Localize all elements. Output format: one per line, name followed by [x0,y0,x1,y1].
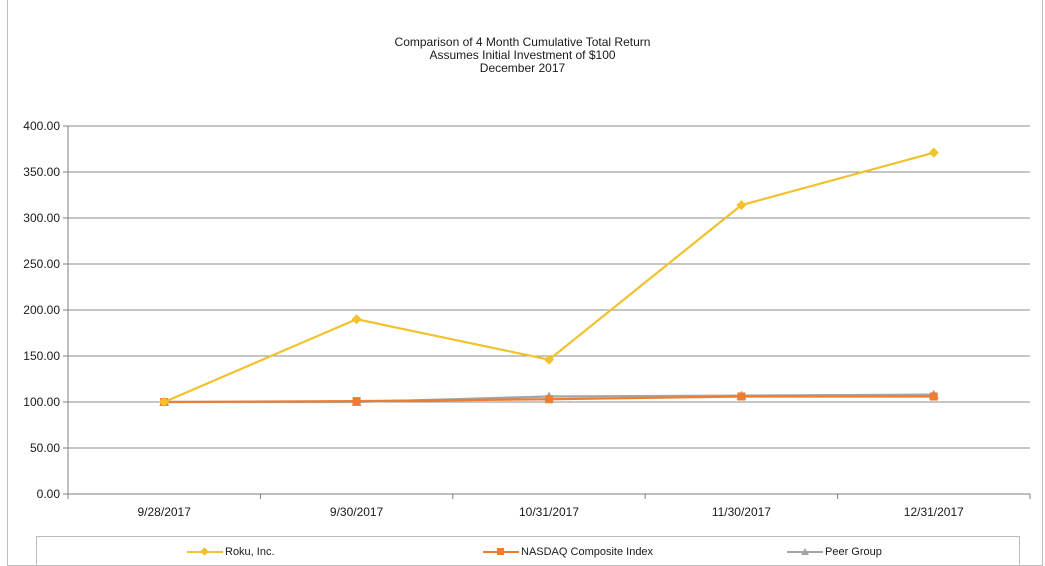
x-tick-label: 12/31/2017 [904,505,964,519]
y-tick-label: 150.00 [23,349,60,363]
data-point [736,200,747,211]
y-tick-label: 100.00 [23,395,60,409]
chart-titles: Comparison of 4 Month Cumulative Total R… [0,36,1045,75]
x-tick-label: 11/30/2017 [712,505,771,519]
legend-item-roku: Roku, Inc. [187,546,275,558]
legend-label-roku: Roku, Inc. [225,546,275,558]
x-axis-ticks: 9/28/2017 9/30/2017 10/31/2017 11/30/2017 12… [67,494,1031,519]
data-point [737,392,746,401]
x-tick-label: 9/30/2017 [330,505,384,519]
data-point [929,392,938,401]
gridlines [67,125,1030,495]
data-point [352,397,361,406]
y-tick-label: 350.00 [23,165,60,179]
y-tick-label: 250.00 [23,257,60,271]
legend-swatch-roku [187,547,223,557]
x-tick-label: 10/31/2017 [519,505,579,519]
data-point [351,314,362,325]
y-tick-label: 50.00 [30,441,60,455]
y-tick-label: 400.00 [23,119,60,133]
y-axis-ticks: 0.00 50.00 100.00 150.00 200.00 250.00 300.00 3… [23,119,68,501]
data-point [159,397,170,407]
data-point [928,147,939,158]
legend-label-peer: Peer Group [825,546,882,558]
legend-swatch-peer [787,547,823,557]
y-tick-label: 200.00 [23,303,60,317]
series-group [159,147,939,407]
legend-label-nasdaq: NASDAQ Composite Index [521,546,654,558]
y-tick-label: 0.00 [37,487,61,501]
chart-subtitle-1: Assumes Initial Investment of $100 [429,48,616,62]
chart-subtitle-2: December 2017 [479,61,566,75]
legend-item-nasdaq: NASDAQ Composite Index [483,546,653,558]
chart-title: Comparison of 4 Month Cumulative Total R… [394,35,651,49]
legend-swatch-nasdaq [483,547,519,557]
data-point [545,395,553,404]
legend-item-peer: Peer Group [787,546,882,558]
data-point [544,354,554,365]
legend: Roku, Inc. NASDAQ Composite Index Peer G… [36,536,1020,566]
x-tick-label: 9/28/2017 [138,505,192,519]
y-tick-label: 300.00 [23,211,60,225]
